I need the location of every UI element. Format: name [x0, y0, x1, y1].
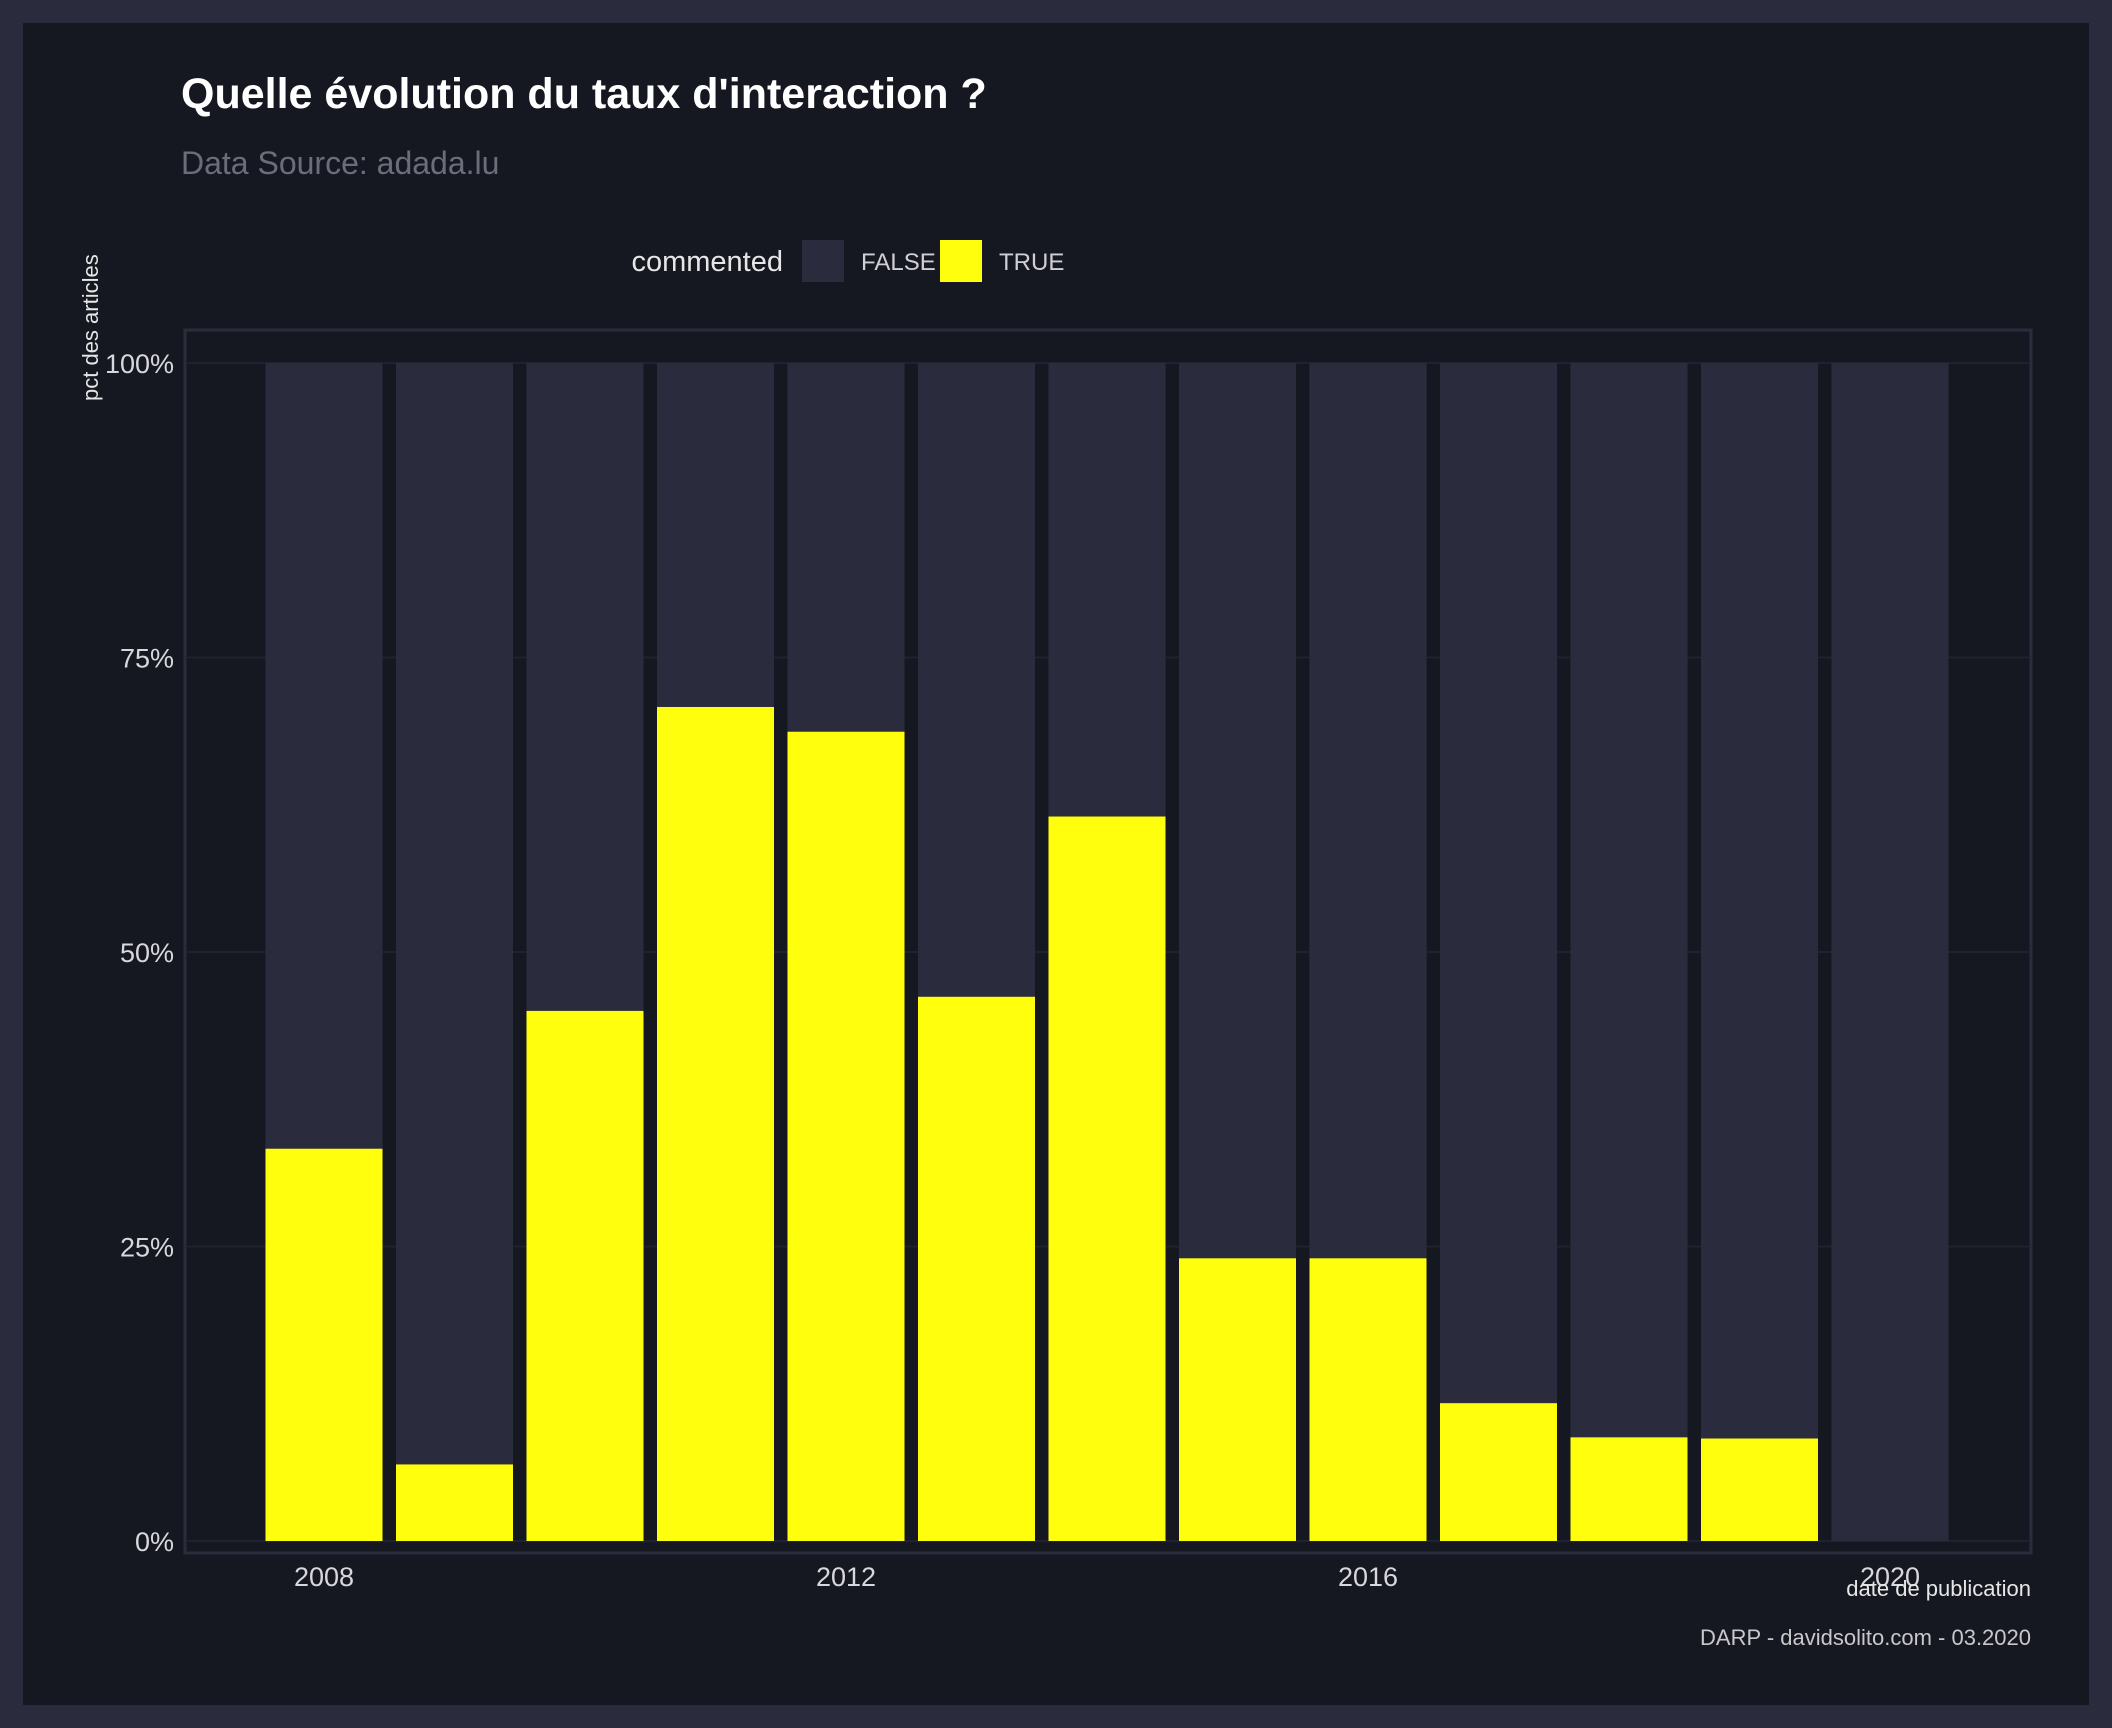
x-tick-label: 2008 — [294, 1562, 354, 1592]
y-axis-ticks: 0% 25% 50% 75% 100% — [105, 349, 174, 1557]
bar-true-2009 — [396, 1464, 513, 1541]
bar-false-2010 — [526, 363, 644, 1011]
bar-true-2015 — [1179, 1258, 1296, 1541]
x-axis-ticks: 2008 2012 2016 2020 — [294, 1562, 1920, 1592]
legend-label-false: FALSE — [861, 249, 936, 276]
bar-false-2009 — [396, 363, 513, 1465]
legend-swatch-true — [940, 240, 982, 282]
y-tick-label: 25% — [120, 1233, 174, 1263]
bar-false-2020 — [1831, 363, 1949, 1541]
y-tick-label: 100% — [105, 349, 174, 379]
bar-false-2018 — [1570, 363, 1688, 1438]
x-axis-title: date de publication — [1846, 1576, 2031, 1601]
y-axis-title: pct des articles — [78, 254, 103, 401]
bar-false-2015 — [1179, 363, 1296, 1259]
legend: commented FALSE TRUE — [631, 240, 1064, 282]
bar-false-2013 — [918, 363, 1035, 997]
y-tick-label: 50% — [120, 938, 174, 968]
bar-false-2019 — [1701, 363, 1818, 1439]
bar-true-2011 — [657, 706, 774, 1541]
bar-false-2011 — [657, 363, 774, 707]
chart-panel: Quelle évolution du taux d'interaction ?… — [23, 23, 2089, 1705]
chart-title: Quelle évolution du taux d'interaction ? — [181, 70, 987, 118]
bar-false-2008 — [265, 363, 383, 1149]
chart-subtitle: Data Source: adada.lu — [181, 145, 499, 181]
bar-false-2017 — [1440, 363, 1557, 1404]
chart-caption: DARP - davidsolito.com - 03.2020 — [1700, 1625, 2031, 1650]
x-tick-label: 2016 — [1338, 1562, 1398, 1592]
legend-title: commented — [631, 246, 783, 278]
bar-false-2016 — [1309, 363, 1427, 1259]
bar-false-2014 — [1048, 363, 1166, 817]
bar-true-2016 — [1309, 1258, 1427, 1541]
bars — [265, 363, 1949, 1541]
bar-false-2012 — [787, 363, 905, 732]
y-tick-label: 75% — [120, 644, 174, 674]
legend-swatch-false — [802, 240, 844, 282]
x-tick-label: 2020 — [1860, 1562, 1920, 1592]
bar-true-2008 — [265, 1148, 383, 1541]
bar-true-2017 — [1440, 1403, 1557, 1541]
bar-true-2012 — [787, 731, 905, 1541]
chart-svg: Quelle évolution du taux d'interaction ?… — [78, 70, 2033, 1650]
bar-true-2010 — [526, 1010, 644, 1541]
bar-true-2013 — [918, 996, 1035, 1541]
bar-true-2014 — [1048, 816, 1166, 1541]
legend-label-true: TRUE — [999, 249, 1064, 276]
plot-frame — [183, 328, 2033, 1555]
bar-true-2019 — [1701, 1438, 1818, 1541]
bar-true-2018 — [1570, 1437, 1688, 1541]
x-tick-label: 2012 — [816, 1562, 876, 1592]
y-tick-label: 0% — [135, 1527, 174, 1557]
